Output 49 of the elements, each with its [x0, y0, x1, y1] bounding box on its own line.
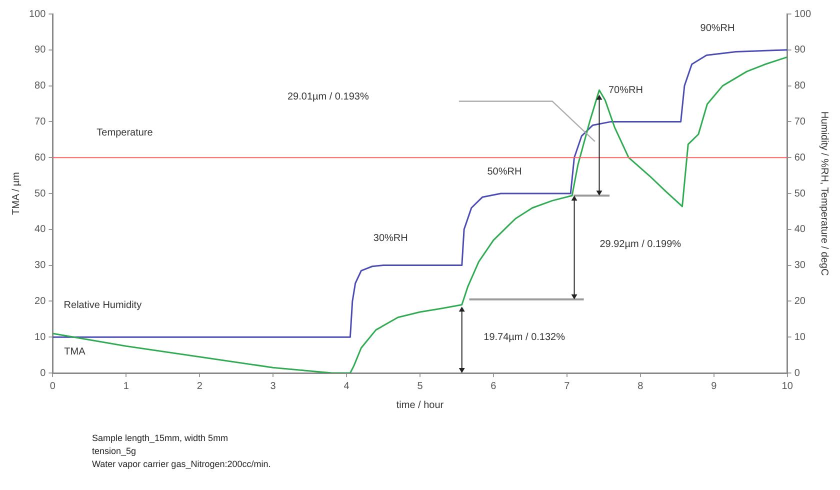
y-tick-label: 40 [34, 224, 46, 236]
x-tick-label: 9 [711, 380, 718, 392]
x-tick-label: 10 [782, 380, 794, 392]
annotation: 29.92µm / 0.199% [600, 239, 682, 250]
y-tick-label: 60 [34, 152, 46, 164]
x-axis-title: time / hour [396, 400, 444, 411]
annotation: 70%RH [608, 84, 643, 96]
y2-tick-label: 0 [794, 368, 800, 379]
annotation: 90%RH [700, 23, 735, 34]
series-label: TMA [64, 346, 86, 358]
x-tick-label: 4 [344, 380, 350, 392]
y-tick-label: 70 [34, 116, 46, 128]
y-tick-label: 90 [34, 44, 46, 56]
y2-tick-label: 100 [794, 8, 812, 20]
y2-tick-label: 60 [794, 152, 806, 164]
ref-line-label: Temperature [96, 128, 154, 139]
y2-tick-label: 90 [794, 44, 806, 56]
text: Sample length_15mm, width 5mm [92, 432, 230, 445]
text: Water vapor carrier gas_Nitrogen:200cc/min. [92, 458, 271, 471]
y2-tick-label: 40 [794, 224, 806, 236]
y2-tick-label: 80 [794, 80, 806, 92]
annotation: 29.01µm / 0.193% [287, 91, 369, 102]
x-tick-label: 0 [50, 380, 56, 392]
y2-axis-title: Humidity / %RH, Temperature / degC [818, 111, 830, 276]
y-tick-label: 10 [34, 332, 46, 343]
y2-tick-label: 30 [794, 260, 806, 272]
x-tick-label: 1 [123, 380, 130, 392]
y-axis-title: TMA / µm [10, 172, 22, 215]
y-tick-label: 30 [34, 260, 46, 272]
annotation: 30%RH [373, 233, 408, 244]
y2-tick-label: 20 [794, 296, 806, 307]
annotation: 19.74µm / 0.132% [484, 332, 566, 343]
y-tick-label: 50 [34, 188, 46, 200]
annotation: 50%RH [487, 166, 522, 178]
x-tick-label: 6 [490, 380, 497, 392]
y2-tick-label: 10 [794, 332, 806, 343]
y-tick-label: 20 [34, 296, 46, 307]
y-tick-label: 100 [28, 8, 46, 20]
x-tick-label: 3 [270, 380, 276, 392]
x-tick-label: 2 [196, 380, 203, 392]
x-tick-label: 8 [638, 380, 644, 392]
y-tick-label: 0 [40, 368, 46, 379]
text: Relative Humidity [64, 300, 142, 311]
x-tick-label: 5 [417, 380, 424, 392]
y2-tick-label: 70 [794, 116, 806, 128]
text: tension_5g [92, 445, 138, 458]
x-tick-label: 7 [564, 380, 570, 392]
y2-tick-label: 50 [794, 188, 806, 200]
y-tick-label: 80 [34, 80, 46, 92]
